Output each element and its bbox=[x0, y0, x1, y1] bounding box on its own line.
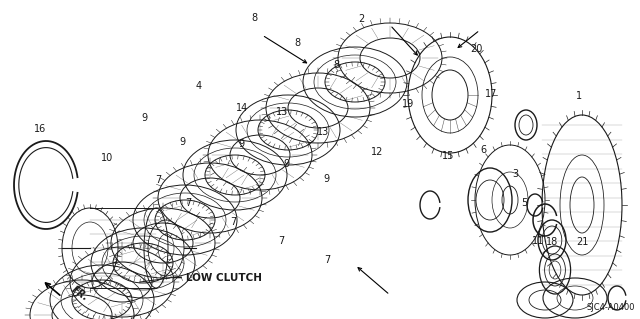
Text: 12: 12 bbox=[371, 146, 384, 157]
Text: 4: 4 bbox=[195, 81, 202, 91]
Text: 8: 8 bbox=[294, 38, 301, 48]
Text: 16: 16 bbox=[34, 124, 47, 134]
Text: 13: 13 bbox=[317, 127, 330, 137]
Text: 19: 19 bbox=[402, 99, 415, 109]
Text: 14: 14 bbox=[236, 103, 248, 114]
Text: 9: 9 bbox=[283, 159, 289, 169]
Text: 6: 6 bbox=[480, 145, 486, 155]
Text: 7: 7 bbox=[186, 197, 192, 208]
Text: 9: 9 bbox=[239, 138, 245, 149]
Text: 2: 2 bbox=[358, 14, 365, 24]
Text: 7: 7 bbox=[278, 236, 285, 246]
Text: 9: 9 bbox=[323, 174, 330, 184]
Text: 9: 9 bbox=[141, 113, 148, 123]
Text: 1: 1 bbox=[576, 91, 582, 101]
Text: 8: 8 bbox=[333, 60, 339, 70]
Text: 15: 15 bbox=[442, 151, 454, 161]
Text: 20: 20 bbox=[470, 44, 483, 55]
Text: 7: 7 bbox=[156, 175, 162, 185]
Text: 13: 13 bbox=[275, 107, 288, 117]
Text: 7: 7 bbox=[324, 255, 331, 265]
Text: — LOW CLUTCH: — LOW CLUTCH bbox=[172, 273, 262, 283]
Text: 7: 7 bbox=[230, 217, 237, 227]
Text: 10: 10 bbox=[101, 153, 114, 163]
Text: FR.: FR. bbox=[70, 285, 90, 303]
Text: 9: 9 bbox=[179, 137, 186, 147]
Text: 5: 5 bbox=[522, 197, 528, 208]
Text: SJC4-A0400: SJC4-A0400 bbox=[586, 303, 635, 312]
Text: 11: 11 bbox=[531, 236, 544, 246]
Text: 21: 21 bbox=[576, 237, 589, 247]
Text: 3: 3 bbox=[512, 169, 518, 179]
Text: 17: 17 bbox=[485, 89, 498, 99]
Text: 8: 8 bbox=[252, 12, 258, 23]
Text: 18: 18 bbox=[545, 237, 558, 247]
